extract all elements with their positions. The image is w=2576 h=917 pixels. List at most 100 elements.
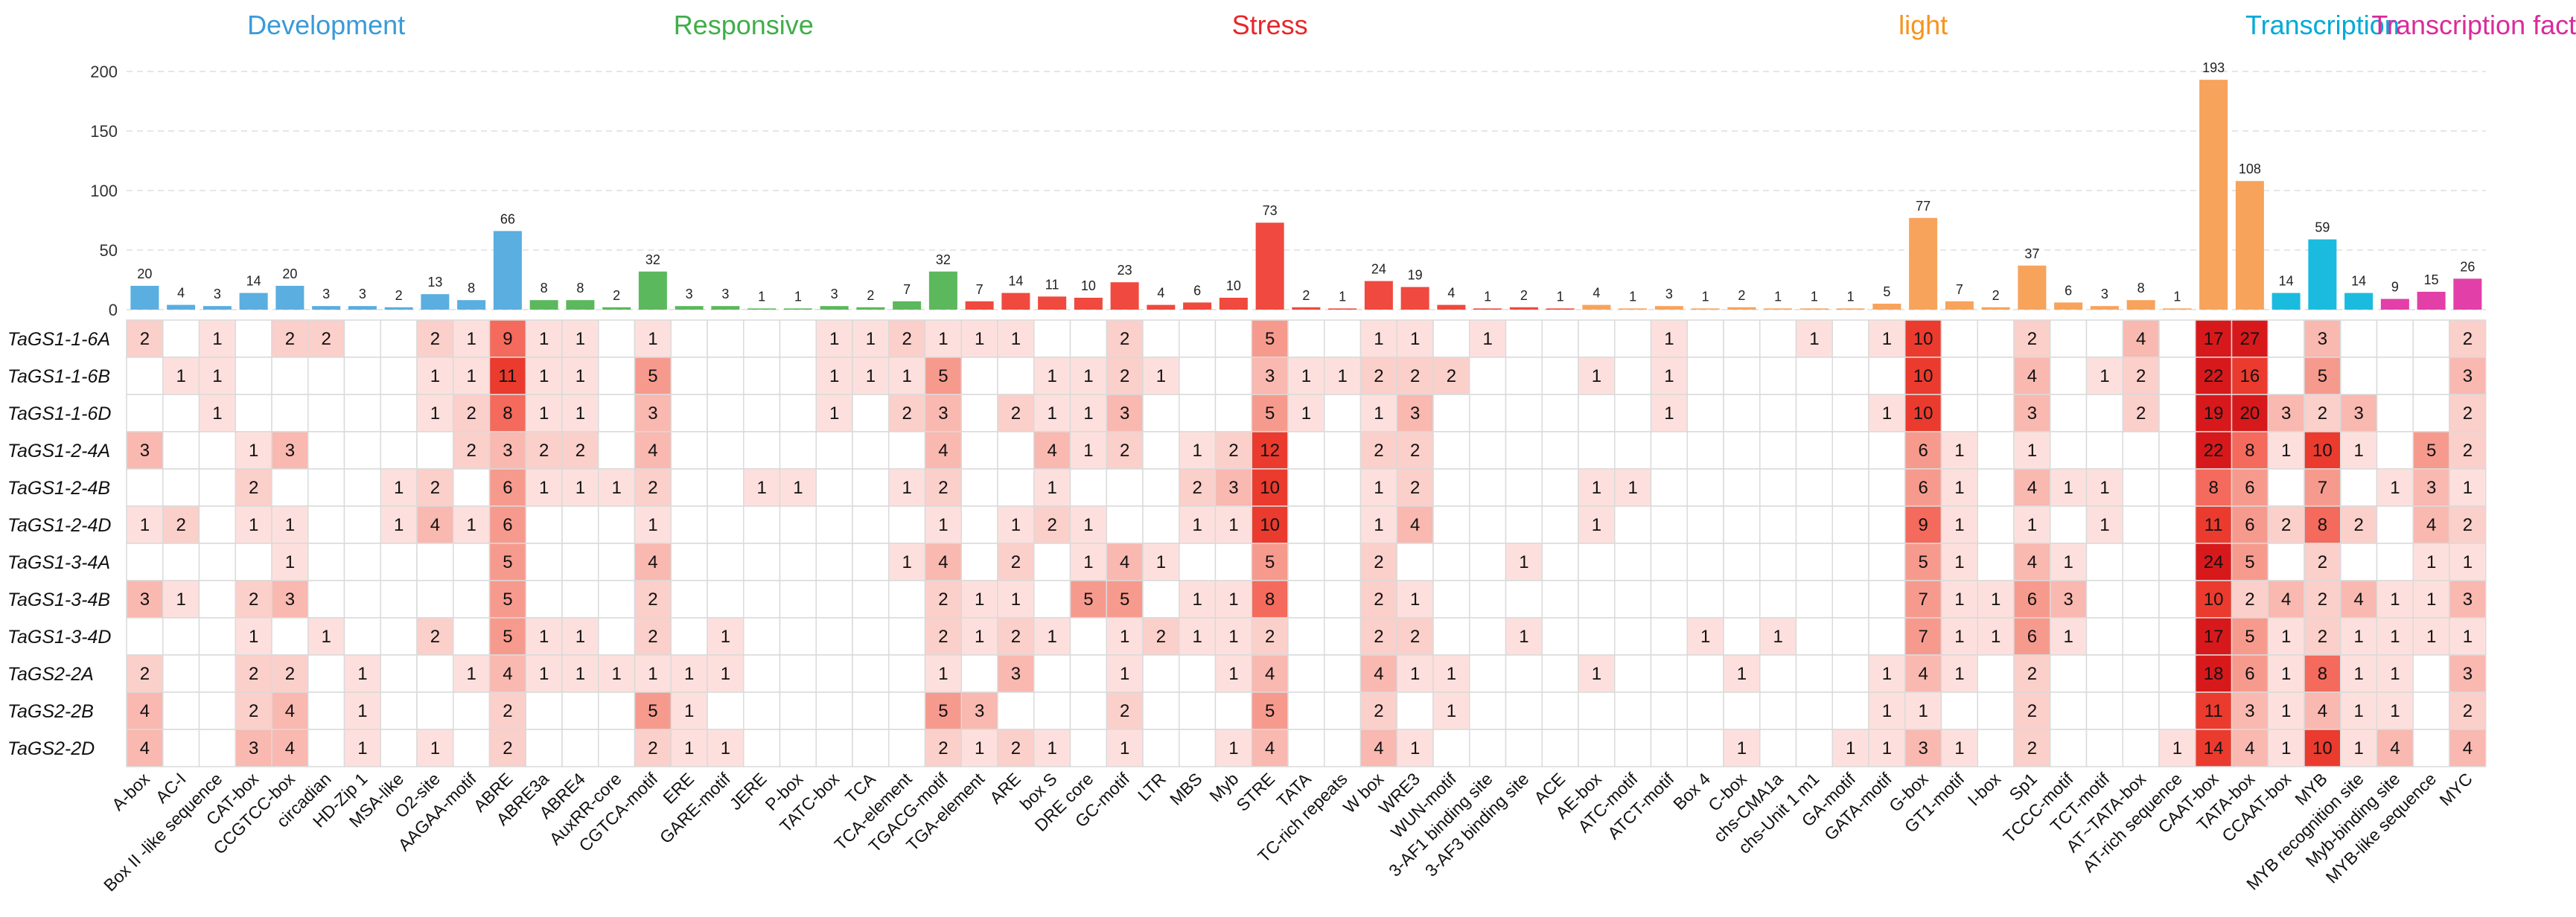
- heatmap-cell-value: 2: [1265, 627, 1275, 647]
- heatmap-cell: [380, 357, 418, 395]
- heatmap-cell-value: 1: [611, 478, 621, 498]
- heatmap-cell: [1432, 654, 1470, 693]
- heatmap-cell-value: 3: [285, 590, 295, 610]
- heatmap-cell: [488, 729, 526, 767]
- heatmap-cell: [2449, 505, 2487, 544]
- heatmap-cell: [997, 468, 1035, 507]
- row-label: TaGS1-2-4B: [7, 478, 110, 499]
- heatmap-cell-value: 1: [1120, 738, 1129, 758]
- heatmap-cell-value: 1: [1592, 478, 1601, 498]
- heatmap-cell: [743, 691, 781, 730]
- heatmap-cell-value: 4: [2426, 515, 2436, 535]
- bar: [1836, 308, 1865, 310]
- heatmap-cell-value: 6: [1918, 478, 1928, 498]
- heatmap-cell: [2122, 543, 2160, 581]
- heatmap-cell-value: 4: [140, 701, 150, 721]
- bar-value-label: 1: [1811, 289, 1818, 304]
- bar-value-label: 2: [867, 288, 874, 303]
- heatmap-cell: [779, 357, 817, 395]
- heatmap-cell-value: 1: [430, 403, 440, 424]
- bar-value-label: 8: [468, 281, 475, 295]
- heatmap-cell: [1069, 691, 1107, 730]
- heatmap-cell-value: 1: [2100, 478, 2109, 498]
- heatmap-cell: [198, 654, 236, 693]
- heatmap-cell-value: 3: [2463, 366, 2473, 386]
- heatmap-cell: [1396, 691, 1434, 730]
- heatmap-cell: [598, 654, 636, 693]
- heatmap-cell: [1033, 505, 1071, 544]
- heatmap-cell-value: 1: [2281, 738, 2291, 758]
- heatmap-cell: [343, 654, 381, 693]
- heatmap-cell: [888, 505, 926, 544]
- heatmap-cell-value: 2: [2463, 329, 2473, 349]
- heatmap-cell: [815, 617, 853, 656]
- heatmap-cell-value: 1: [466, 515, 476, 535]
- heatmap-cell-value: 5: [1265, 329, 1275, 349]
- bar-value-label: 1: [1774, 289, 1782, 304]
- heatmap-cell: [1505, 357, 1543, 395]
- heatmap-cell: [1650, 617, 1688, 656]
- heatmap-cell-value: 1: [212, 366, 222, 386]
- bar-value-label: 1: [2173, 289, 2181, 304]
- heatmap-cell-value: 3: [1228, 478, 1238, 498]
- heatmap-cell-value: 10: [1260, 515, 1280, 535]
- heatmap-cell: [1106, 431, 1144, 470]
- heatmap-cell-value: 1: [1664, 329, 1674, 349]
- bar-value-label: 5: [1883, 284, 1890, 299]
- heatmap-cell-value: 5: [1918, 552, 1928, 572]
- heatmap-cell: [1686, 319, 1724, 358]
- heatmap-cell: [2085, 580, 2123, 619]
- heatmap-cell: [670, 431, 708, 470]
- heatmap-cell: [235, 654, 272, 693]
- heatmap-cell-value: 1: [1954, 664, 1964, 684]
- heatmap-cell-value: 1: [684, 664, 694, 684]
- heatmap-cell: [1795, 729, 1833, 767]
- heatmap-cell: [1795, 357, 1833, 395]
- heatmap-cell: [1977, 357, 2015, 395]
- heatmap-cell-value: 1: [2426, 552, 2436, 572]
- heatmap-cell: [162, 468, 200, 507]
- group-label: Responsive: [674, 10, 814, 40]
- heatmap-cell-value: 2: [285, 329, 295, 349]
- heatmap-cell: [488, 691, 526, 730]
- heatmap-cell-value: 5: [938, 366, 948, 386]
- heatmap-cell-value: 10: [1913, 403, 1933, 424]
- heatmap-cell-value: 1: [721, 738, 730, 758]
- heatmap-cell-value: 5: [503, 590, 512, 610]
- heatmap-cell-value: 1: [1374, 403, 1383, 424]
- heatmap-cell: [1614, 654, 1652, 693]
- heatmap-cell: [2267, 654, 2305, 693]
- heatmap-cell: [1179, 505, 1217, 544]
- heatmap-cell: [1686, 691, 1724, 730]
- heatmap-cell: [1831, 505, 1869, 544]
- heatmap-cell-value: 3: [1120, 403, 1129, 424]
- bar-value-label: 19: [1408, 268, 1423, 283]
- heatmap-cell: [997, 691, 1035, 730]
- heatmap-cell-value: 3: [2063, 590, 2073, 610]
- heatmap-cell: [1686, 729, 1724, 767]
- heatmap-cell: [126, 729, 164, 767]
- heatmap-cell-value: 3: [975, 701, 984, 721]
- bar: [965, 301, 994, 310]
- heatmap-cell: [2158, 431, 2196, 470]
- heatmap-cell-value: 3: [2281, 403, 2291, 424]
- heatmap-cell: [1977, 468, 2015, 507]
- heatmap-cell-value: 1: [2390, 664, 2400, 684]
- heatmap-cell: [2013, 654, 2051, 693]
- bar: [2235, 181, 2264, 310]
- heatmap-cell-value: 1: [975, 627, 984, 647]
- heatmap-cell: [2231, 431, 2269, 470]
- heatmap-cell: [2376, 543, 2414, 581]
- heatmap-cell: [1469, 580, 1507, 619]
- heatmap-cell: [2267, 505, 2305, 544]
- bar-value-label: 1: [794, 289, 802, 304]
- heatmap-cell: [1214, 319, 1252, 358]
- bar-value-label: 3: [721, 287, 729, 301]
- heatmap-cell: [1868, 468, 1906, 507]
- heatmap-cell: [924, 394, 962, 432]
- bar: [2308, 239, 2337, 310]
- bar: [602, 307, 631, 310]
- heatmap-cell: [1069, 468, 1107, 507]
- bar: [2163, 308, 2192, 310]
